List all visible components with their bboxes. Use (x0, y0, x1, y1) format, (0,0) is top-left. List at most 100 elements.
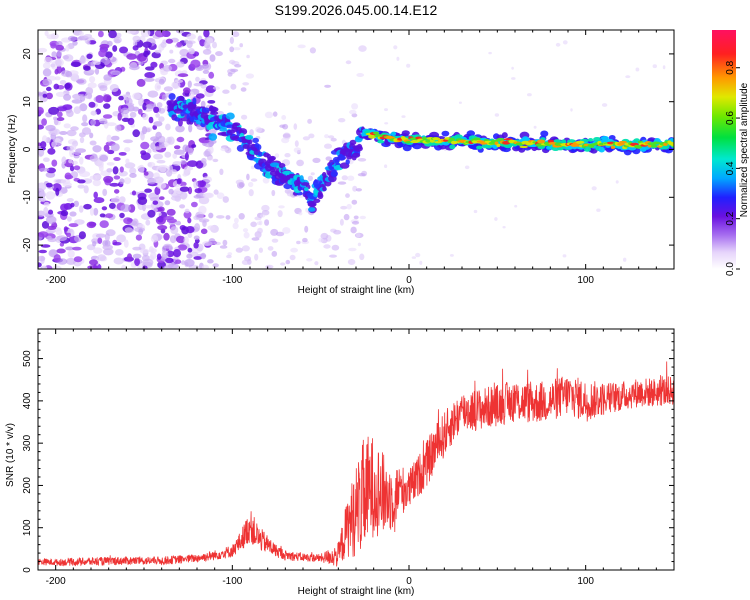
spectrogram-noise-blob (153, 153, 164, 160)
spectrogram-band-blob (466, 130, 475, 137)
spectrogram-noise-blob (570, 108, 573, 112)
spectrogram-noise-blob (343, 213, 350, 221)
spectrogram-noise-blob (314, 261, 319, 266)
spectrogram-noise-blob (87, 265, 99, 269)
spectrogram-noise-blob (346, 203, 352, 210)
spectrogram-noise-blob (38, 231, 49, 238)
spectrogram-noise-blob (76, 78, 87, 85)
spectrogram-band-core (647, 144, 653, 148)
spectrogram-noise-blob (222, 89, 230, 94)
spectrogram-noise-blob (198, 196, 210, 205)
spectrogram-noise-blob (140, 132, 145, 141)
spectrogram-noise-blob (38, 124, 44, 130)
spectrogram-noise-blob (129, 167, 137, 175)
snr-panel: -200 -100 0 100 0 100 200 300 400 500 Height of s… (5, 328, 675, 597)
spectrogram-noise-blob (307, 175, 313, 181)
spectrogram-ridge-blob (232, 122, 241, 127)
spectrogram-noise-blob (69, 149, 75, 158)
spectrogram-noise-blob (351, 220, 360, 225)
spectrogram-noise-blob (89, 76, 96, 83)
spectrogram-noise-blob (150, 234, 159, 243)
spectrogram-noise-blob (118, 152, 127, 156)
spectrogram-noise-blob (232, 222, 239, 230)
spectrogram-noise-blob (262, 177, 270, 184)
spectrogram-noise-blob (277, 210, 283, 218)
spectrogram-noise-blob (140, 30, 151, 38)
spectrogram-noise-blob (62, 55, 69, 60)
spectrogram-ylabel: Frequency (Hz) (7, 115, 18, 184)
spectrogram-xtick-label: 0 (406, 275, 412, 286)
spectrogram-noise-blob (112, 45, 118, 52)
spectrogram-noise-blob (155, 113, 160, 118)
spectrogram-noise-blob (163, 86, 173, 92)
spectrogram-noise-blob (153, 146, 162, 151)
spectrogram-noise-blob (222, 239, 228, 246)
spectrogram-noise-blob (652, 64, 657, 69)
spectrogram-noise-blob (99, 220, 109, 229)
spectrogram-noise-blob (139, 248, 150, 254)
spectrogram-noise-blob (113, 157, 121, 161)
spectrogram-noise-blob (159, 196, 165, 201)
spectrogram-noise-blob (70, 126, 79, 131)
spectrogram-noise-blob (106, 122, 117, 127)
spectrogram-noise-blob (152, 200, 159, 205)
spectrogram-noise-blob (227, 72, 233, 77)
spectrogram-noise-blob (533, 125, 537, 129)
spectrogram-noise-blob (623, 257, 627, 262)
spectrogram-noise-blob (596, 208, 601, 212)
spectrogram-noise-blob (193, 242, 199, 249)
spectrogram-noise-blob (274, 153, 280, 159)
spectrogram-noise-blob (157, 212, 162, 217)
spectrogram-noise-blob (73, 200, 80, 207)
spectrogram-noise-blob (102, 94, 112, 103)
spectrogram-noise-blob (180, 191, 188, 200)
spectrogram-noise-blob (92, 241, 97, 247)
spectrogram-noise-blob (162, 65, 173, 72)
spectrogram-noise-blob (70, 61, 81, 68)
spectrogram-noise-blob (219, 168, 224, 175)
spectrogram-noise-blob (93, 191, 98, 199)
spectrogram-noise-blob (142, 113, 149, 121)
spectrogram-noise-blob (64, 174, 74, 180)
spectrogram-noise-blob (179, 186, 190, 192)
spectrogram-noise-blob (110, 56, 118, 64)
spectrogram-noise-blob (393, 45, 398, 50)
spectrogram-noise-blob (39, 167, 50, 172)
spectrogram-noise-blob (137, 60, 144, 66)
snr-ylabel: SNR (10 * v/v) (5, 423, 16, 487)
spectrogram-noise-blob (340, 205, 348, 210)
spectrogram-noise-blob (38, 106, 44, 115)
spectrogram-noise-blob (248, 181, 254, 188)
spectrogram-noise-blob (109, 84, 119, 92)
colorbar-tick-label: 0.2 (725, 211, 736, 225)
spectrogram-noise-blob (39, 191, 46, 198)
spectrogram-ridge-blob (208, 133, 218, 141)
spectrogram-noise-blob (258, 247, 263, 253)
snr-ytick-label: 400 (22, 392, 33, 409)
spectrogram-ytick-label: 20 (22, 48, 33, 60)
spectrogram-noise-blob (103, 175, 114, 183)
spectrogram-noise-blob (186, 40, 193, 49)
spectrogram-noise-blob (193, 180, 199, 189)
spectrogram-ridge-blob (247, 139, 253, 145)
spectrogram-noise-blob (238, 182, 245, 188)
spectrogram-noise-blob (99, 213, 106, 218)
spectrogram-noise-blob (99, 154, 109, 162)
spectrogram-noise-blob (181, 260, 186, 265)
spectrogram-noise-blob (188, 48, 195, 55)
spectrogram-noise-blob (494, 113, 500, 117)
spectrogram-noise-blob (163, 232, 170, 241)
spectrogram-noise-blob (220, 147, 229, 152)
spectrogram-noise-blob (212, 158, 219, 163)
spectrogram-noise-blob (562, 254, 567, 258)
spectrogram-noise-blob (47, 209, 54, 215)
spectrogram-ridge-blob (345, 159, 350, 165)
spectrogram-noise-blob (173, 149, 185, 155)
spectrogram-noise-blob (562, 40, 568, 45)
spectrogram-noise-blob (73, 106, 82, 114)
colorbar-tick-label: 0.8 (725, 60, 736, 74)
spectrogram-noise-blob (230, 68, 239, 73)
spectrogram-noise-blob (173, 249, 181, 258)
spectrogram-noise-blob (286, 190, 293, 197)
